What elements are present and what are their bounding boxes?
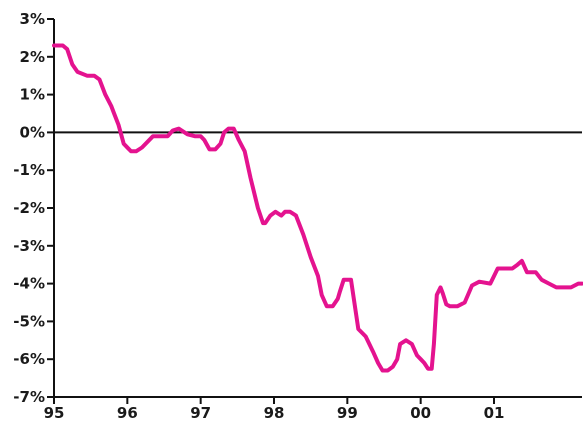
y-tick-label: -4% <box>13 275 45 293</box>
x-tick-label: 99 <box>337 404 358 422</box>
x-tick-label: 97 <box>190 404 211 422</box>
x-axis-ticks <box>53 397 495 404</box>
x-tick-label: 98 <box>264 404 285 422</box>
y-tick-label: -2% <box>13 199 45 217</box>
x-tick-label: 01 <box>484 404 505 422</box>
x-axis-labels: 95 96 97 98 99 00 01 <box>44 404 505 422</box>
y-tick-label: -7% <box>13 388 45 406</box>
y-axis-ticks <box>47 18 54 398</box>
y-tick-label: -5% <box>13 312 45 330</box>
x-tick-label: 96 <box>117 404 138 422</box>
y-tick-label: 1% <box>20 86 45 104</box>
y-tick-label: 0% <box>20 123 45 141</box>
x-tick-label: 00 <box>410 404 431 422</box>
series-line <box>52 43 583 373</box>
y-tick-label: 2% <box>20 48 45 66</box>
y-tick-label: -3% <box>13 237 45 255</box>
y-tick-label: -1% <box>13 161 45 179</box>
y-axis-labels: 3% 2% 1% 0% -1% -2% -3% -4% -5% -6% -7% <box>13 10 45 406</box>
y-tick-label: -6% <box>13 350 45 368</box>
y-tick-label: 3% <box>20 10 45 28</box>
x-tick-label: 95 <box>44 404 65 422</box>
